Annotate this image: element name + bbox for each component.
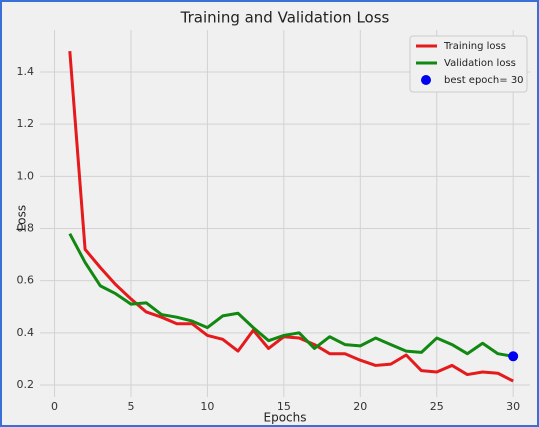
legend-text: Training loss [443,41,506,52]
line-series [68,233,514,358]
y-tick-label: 1.4 [17,65,35,78]
y-tick-label: 0.4 [17,326,35,339]
y-tick-label: 0.8 [17,221,35,234]
legend-marker [421,75,431,85]
x-tick-label: 5 [127,400,134,413]
x-tick-label: 0 [51,400,58,413]
x-tick-label: 30 [506,400,520,413]
legend-text: best epoch= 30 [444,75,524,86]
y-axis-label: Loss [15,205,29,231]
x-tick-label: 15 [277,400,291,413]
y-tick-label: 1.0 [17,169,35,182]
x-tick-label: 20 [353,400,367,413]
x-tick-label: 25 [430,400,444,413]
chart-title: Training and Validation Loss [180,9,390,27]
x-tick-label: 10 [200,400,214,413]
legend-text: Validation loss [444,58,516,69]
y-tick-label: 1.2 [17,117,35,130]
y-tick-label: 0.6 [17,274,35,287]
x-axis-label: Epochs [264,411,307,425]
y-tick-label: 0.2 [17,378,35,391]
legend-box [409,35,528,93]
line-series [68,51,514,383]
scatter-point [508,351,519,362]
